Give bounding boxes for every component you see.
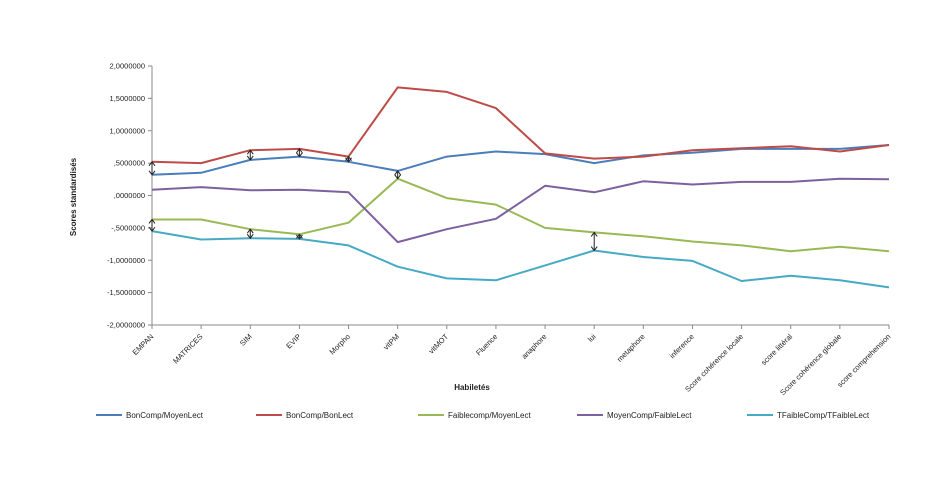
arrow-head <box>345 157 352 163</box>
legend-item: BonComp/BonLect <box>256 411 354 420</box>
x-tick-label: score littéral <box>759 332 794 367</box>
y-tick-label: -1,5000000 <box>107 288 145 297</box>
y-tick-label: 1,5000000 <box>110 94 145 103</box>
y-tick-label: 1,0000000 <box>110 126 145 135</box>
y-tick-label: ,0000000 <box>114 191 145 200</box>
x-tick-label: MATRICES <box>171 332 204 365</box>
y-tick-label: -1,0000000 <box>107 256 145 265</box>
y-tick-label: -2,0000000 <box>107 321 145 330</box>
arrow-head <box>148 170 156 176</box>
x-tick-label: vitPM <box>381 332 401 352</box>
arrow-head <box>148 160 156 167</box>
x-tick-label: EVIP <box>284 332 302 350</box>
difference-arrow <box>590 231 598 252</box>
series-line <box>151 144 890 176</box>
arrow-head <box>295 148 303 154</box>
x-tick-label: EMPAN <box>131 332 156 357</box>
arrow-head <box>590 231 598 237</box>
x-axis-title: Habiletés <box>454 383 490 392</box>
arrow-head <box>148 226 156 232</box>
legend-label: MoyenComp/FaibleLect <box>607 411 692 420</box>
difference-arrow <box>246 149 254 161</box>
x-tick-label: Fluence <box>474 332 499 357</box>
x-tick-label: lui <box>586 332 598 344</box>
x-tick-label: vitMOT <box>427 332 451 356</box>
series-line <box>151 230 890 289</box>
x-tick-label: Morpho <box>328 332 352 356</box>
y-tick-label: -,5000000 <box>111 223 145 232</box>
legend-label: Faiblecomp/MoyenLect <box>448 411 531 420</box>
legend-label: BonComp/MoyenLect <box>126 411 204 420</box>
x-tick-label: inference <box>668 332 696 360</box>
legend: BonComp/MoyenLect BonComp/BonLect Faibleco… <box>96 411 870 420</box>
series-line <box>152 177 890 253</box>
arrow-head <box>394 170 402 176</box>
plot-area: 2,0000000 1,5000000 1,0000000 ,5000000 ,0000… <box>107 62 892 398</box>
arrow-head <box>394 174 402 180</box>
x-tick-label: metaphore <box>615 332 647 364</box>
arrow-head <box>246 155 254 161</box>
arrow-head <box>590 246 598 252</box>
x-tick-label: anaphore <box>520 332 549 361</box>
difference-arrow <box>295 148 303 158</box>
difference-arrow <box>295 233 303 240</box>
arrow-head <box>148 218 156 224</box>
y-axis-title: Scores standardisés <box>69 157 78 236</box>
series-line <box>151 177 890 244</box>
arrow-head <box>246 149 254 155</box>
series-line <box>151 86 890 165</box>
arrow-head <box>246 228 254 234</box>
arrow-head <box>295 234 303 240</box>
x-tick-label: SIM <box>238 332 254 348</box>
difference-arrow <box>148 218 156 232</box>
difference-arrow <box>148 160 156 176</box>
arrow-head <box>295 152 303 158</box>
y-tick-label: ,5000000 <box>114 159 145 168</box>
legend-item: BonComp/MoyenLect <box>96 411 204 420</box>
legend-item: TFaibleComp/TFaibleLect <box>747 411 870 420</box>
legend-item: Faiblecomp/MoyenLect <box>418 411 531 420</box>
legend-label: BonComp/BonLect <box>286 411 354 420</box>
x-tick-label: score comprehension <box>835 332 892 389</box>
legend-item: MoyenComp/FaibleLect <box>577 411 692 420</box>
y-tick-label: 2,0000000 <box>110 62 145 71</box>
difference-arrow <box>394 170 402 180</box>
difference-arrow <box>345 155 352 163</box>
difference-arrow <box>246 228 254 240</box>
legend-label: TFaibleComp/TFaibleLect <box>777 411 870 420</box>
arrow-head <box>246 233 254 240</box>
